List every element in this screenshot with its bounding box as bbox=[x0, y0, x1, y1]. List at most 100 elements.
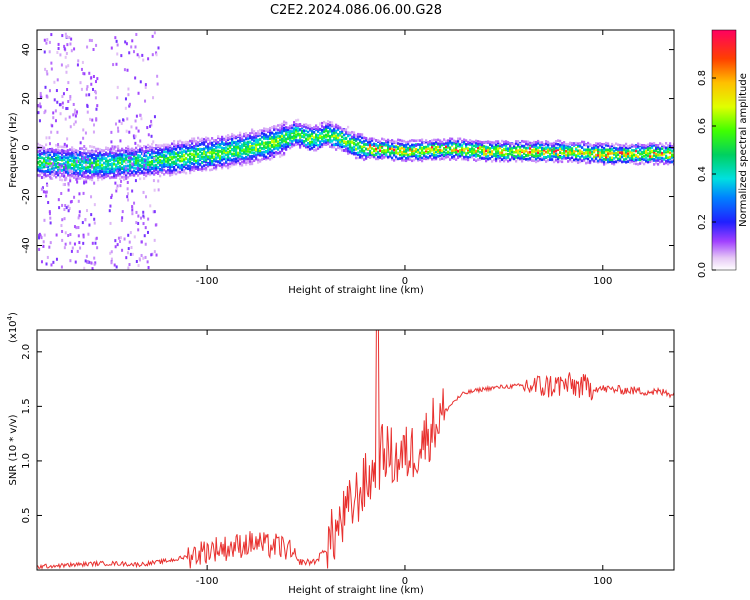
heatmap-noise-cell bbox=[135, 126, 138, 130]
heatmap-cell bbox=[183, 141, 186, 144]
heatmap-cell bbox=[413, 152, 416, 156]
heatmap-cell bbox=[373, 153, 376, 157]
heatmap-cell bbox=[325, 125, 328, 129]
heatmap-cell bbox=[609, 160, 612, 164]
heatmap-cell bbox=[511, 142, 514, 146]
heatmap-cell bbox=[271, 135, 274, 139]
heatmap-cell bbox=[367, 143, 370, 146]
heatmap-cell bbox=[223, 157, 226, 161]
heatmap-cell bbox=[311, 130, 314, 133]
heatmap-cell bbox=[445, 139, 448, 143]
heatmap-noise-cell bbox=[88, 38, 91, 42]
heatmap-cell bbox=[157, 148, 160, 152]
heatmap-cell bbox=[619, 151, 622, 155]
heatmap-noise-cell bbox=[115, 62, 118, 66]
heatmap-cell bbox=[269, 147, 272, 151]
heatmap-noise-cell bbox=[88, 71, 91, 75]
heatmap-cell bbox=[203, 147, 206, 151]
heatmap-noise-cell bbox=[128, 263, 131, 267]
heatmap-cell bbox=[69, 155, 72, 159]
heatmap-cell bbox=[267, 156, 270, 160]
heatmap-cell bbox=[83, 158, 86, 162]
heatmap-cell bbox=[429, 143, 432, 146]
heatmap-cell bbox=[85, 175, 88, 179]
heatmap-noise-cell bbox=[122, 150, 125, 154]
heatmap-cell bbox=[351, 150, 354, 154]
heatmap-noise-cell bbox=[50, 61, 53, 65]
heatmap-cell bbox=[329, 145, 332, 149]
heatmap-cell bbox=[215, 167, 218, 171]
heatmap-cell bbox=[477, 154, 480, 157]
heatmap-cell bbox=[439, 151, 442, 154]
heatmap-cell bbox=[321, 125, 324, 128]
heatmap-noise-cell bbox=[130, 246, 133, 250]
heatmap-cell bbox=[445, 151, 448, 155]
heatmap-cell bbox=[59, 145, 62, 149]
heatmap-cell bbox=[255, 138, 258, 142]
heatmap-cell bbox=[585, 161, 588, 165]
colorbar-tick-label: 0.6 bbox=[697, 118, 708, 134]
heatmap-noise-cell bbox=[136, 53, 139, 57]
heatmap-cell bbox=[227, 142, 230, 146]
heatmap-cell bbox=[165, 163, 168, 167]
heatmap-cell bbox=[349, 137, 352, 141]
heatmap-cell bbox=[267, 149, 270, 153]
heatmap-cell bbox=[389, 146, 392, 150]
heatmap-cell bbox=[53, 157, 56, 161]
heatmap-cell bbox=[257, 158, 260, 162]
heatmap-cell bbox=[669, 144, 672, 148]
heatmap-cell bbox=[601, 154, 604, 157]
heatmap-cell bbox=[53, 154, 56, 158]
heatmap-cell bbox=[161, 165, 164, 169]
heatmap-cell bbox=[501, 153, 504, 157]
heatmap-cell bbox=[351, 146, 354, 150]
heatmap-cell bbox=[601, 143, 604, 146]
heatmap-cell bbox=[621, 148, 624, 152]
heatmap-cell bbox=[151, 167, 154, 170]
heatmap-cell bbox=[303, 129, 306, 132]
heatmap-cell bbox=[459, 145, 462, 148]
heatmap-cell bbox=[307, 130, 310, 134]
heatmap-noise-cell bbox=[86, 45, 89, 49]
heatmap-cell bbox=[167, 143, 170, 147]
heatmap-cell bbox=[139, 159, 142, 162]
heatmap-cell bbox=[237, 139, 240, 143]
heatmap-cell bbox=[233, 146, 236, 150]
heatmap-noise-cell bbox=[94, 91, 97, 95]
heatmap-cell bbox=[431, 148, 434, 152]
heatmap-cell bbox=[281, 127, 284, 131]
heatmap-cell bbox=[367, 155, 370, 158]
heatmap-noise-cell bbox=[54, 119, 57, 123]
heatmap-cell bbox=[383, 156, 386, 159]
heatmap-cell bbox=[619, 146, 622, 150]
heatmap-cell bbox=[361, 151, 364, 154]
heatmap-cell bbox=[51, 167, 54, 170]
heatmap-cell bbox=[271, 140, 274, 144]
heatmap-cell bbox=[303, 140, 306, 143]
heatmap-cell bbox=[563, 141, 566, 144]
heatmap-cell bbox=[317, 130, 320, 133]
heatmap-cell bbox=[119, 165, 122, 168]
heatmap-cell bbox=[287, 133, 290, 137]
heatmap-cell bbox=[283, 145, 286, 148]
heatmap-cell bbox=[389, 145, 392, 148]
heatmap-cell bbox=[317, 128, 320, 131]
heatmap-cell bbox=[463, 155, 466, 159]
heatmap-cell bbox=[417, 143, 420, 146]
heatmap-cell bbox=[91, 173, 94, 177]
heatmap-cell bbox=[551, 145, 554, 149]
heatmap-cell bbox=[107, 147, 110, 150]
heatmap-cell bbox=[129, 167, 132, 171]
heatmap-noise-cell bbox=[134, 76, 137, 80]
heatmap-cell bbox=[319, 123, 322, 126]
heatmap-cell bbox=[133, 154, 136, 158]
heatmap-cell bbox=[455, 140, 458, 143]
heatmap-cell bbox=[181, 143, 184, 147]
heatmap-cell bbox=[569, 158, 572, 162]
heatmap-cell bbox=[69, 148, 72, 151]
heatmap-cell bbox=[495, 152, 498, 155]
heatmap-cell bbox=[319, 132, 322, 135]
heatmap-cell bbox=[117, 149, 120, 152]
heatmap-noise-cell bbox=[110, 257, 113, 261]
heatmap-cell bbox=[479, 147, 482, 150]
